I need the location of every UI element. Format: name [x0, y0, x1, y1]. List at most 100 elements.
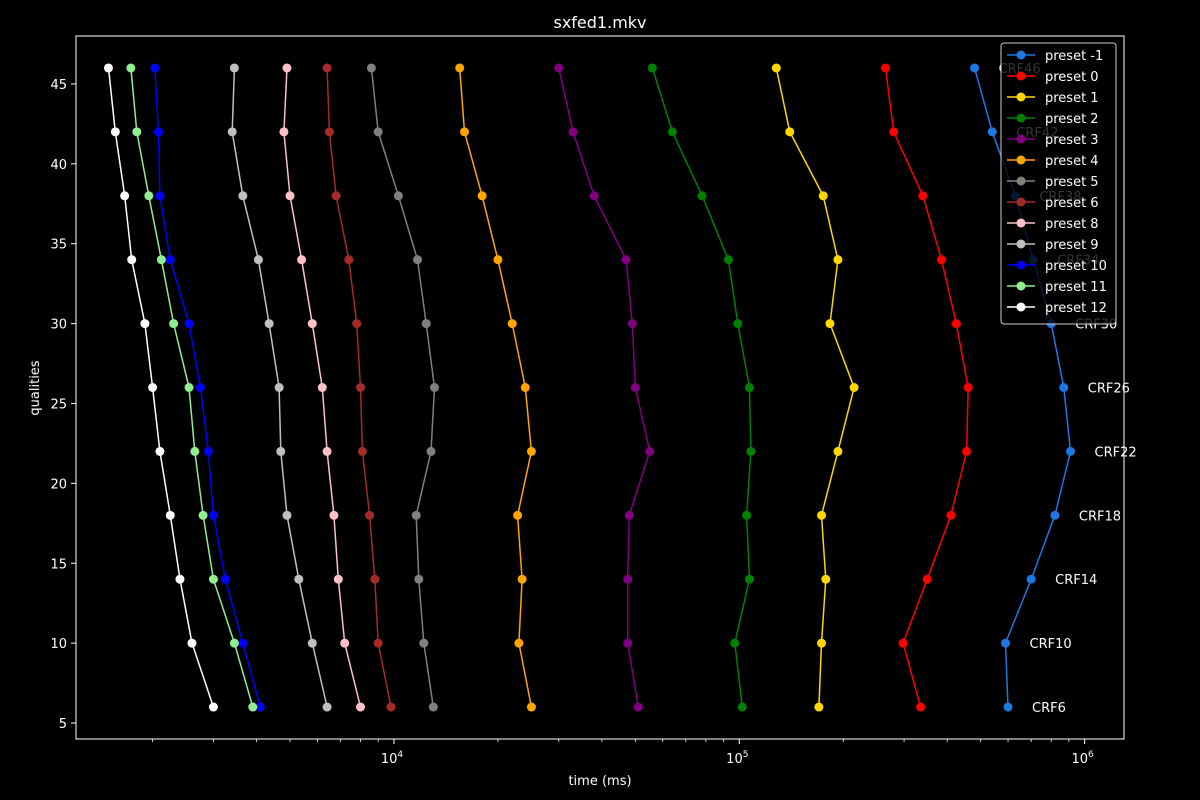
data-point-preset-11: [132, 127, 142, 137]
data-point-preset-3: [568, 127, 578, 137]
data-point-preset-11: [126, 63, 136, 73]
data-point-preset-9: [238, 191, 248, 201]
legend-label: preset 8: [1045, 217, 1099, 232]
data-point-preset-0: [962, 446, 972, 456]
y-tick-label: 40: [50, 158, 67, 173]
data-point-preset-12: [175, 574, 185, 584]
data-point-preset-4: [477, 191, 487, 201]
data-point-preset-11: [144, 191, 154, 201]
data-point-preset-0: [918, 191, 928, 201]
data-point-preset-8: [285, 191, 295, 201]
data-point-preset-0: [889, 127, 899, 137]
legend-label: preset 6: [1045, 196, 1099, 211]
data-point-preset-9: [307, 638, 317, 648]
data-point-preset-2: [742, 510, 752, 520]
legend-label: preset 5: [1045, 175, 1099, 190]
legend-marker: [1016, 155, 1026, 165]
y-tick-label: 10: [50, 637, 67, 652]
legend: preset -1 preset 0 preset 1 preset 2 preset …: [1000, 42, 1117, 325]
y-tick-label: 5: [59, 717, 67, 732]
data-point-preset-3: [627, 319, 637, 329]
data-point-preset-4: [514, 638, 524, 648]
data-point-preset-1: [785, 127, 795, 137]
data-point-preset-3: [630, 383, 640, 392]
data-point-preset-3: [623, 638, 633, 648]
data-point-preset-5: [366, 63, 376, 73]
data-point-preset-12: [110, 127, 120, 137]
data-point-preset-0: [880, 63, 890, 73]
data-point-preset-9: [294, 574, 304, 584]
data-point-preset-8: [333, 574, 343, 584]
data-point-preset-11: [190, 446, 200, 456]
legend-label: preset 3: [1045, 133, 1099, 148]
data-point-preset-0: [916, 702, 926, 712]
y-tick-label: 45: [50, 78, 67, 93]
data-point-preset-11: [169, 319, 179, 329]
y-tick-label: 15: [50, 557, 67, 572]
data-point-preset-10: [238, 638, 248, 648]
data-point-preset-1: [818, 191, 828, 201]
data-point-preset-9: [322, 702, 332, 712]
data-point-preset-5: [428, 702, 438, 712]
data-point-preset-1: [821, 574, 831, 584]
data-point-preset-0: [898, 638, 908, 648]
data-point-preset-3: [589, 191, 599, 201]
legend-marker: [1016, 260, 1026, 270]
data-point-preset-0: [963, 383, 973, 392]
data-point-preset-12: [165, 510, 175, 520]
legend-label: preset 11: [1045, 280, 1107, 295]
data-point-preset-10: [150, 63, 160, 73]
data-point-preset-5: [426, 446, 436, 456]
data-point-preset-4: [526, 702, 536, 712]
data-point-preset-12: [103, 63, 113, 73]
chart-title: sxfed1.mkv: [553, 13, 646, 32]
data-point-preset-10: [195, 383, 205, 392]
data-point-preset--1: [1050, 510, 1060, 520]
data-point-preset-8: [317, 383, 327, 392]
legend-marker: [1016, 281, 1026, 291]
data-point-preset-10: [165, 255, 175, 265]
y-tick-label: 20: [50, 477, 67, 492]
data-point-preset-5: [411, 510, 421, 520]
legend-box: [1000, 42, 1117, 325]
data-point-preset-11: [184, 383, 194, 392]
data-point-preset-6: [322, 63, 332, 73]
legend-marker: [1016, 239, 1026, 249]
data-point-preset-6: [344, 255, 354, 265]
point-label-crf18: CRF18: [1079, 509, 1121, 524]
legend-marker: [1016, 176, 1026, 186]
data-point-preset-4: [513, 510, 523, 520]
data-point-preset-1: [814, 702, 824, 712]
data-point-preset-12: [127, 255, 137, 265]
data-point-preset-5: [373, 127, 383, 137]
data-point-preset-5: [393, 191, 403, 201]
data-point-preset-10: [153, 127, 163, 137]
data-point-preset-6: [365, 510, 375, 520]
data-point-preset-10: [255, 702, 265, 712]
data-point-preset-11: [229, 638, 239, 648]
data-point-preset-11: [248, 702, 258, 712]
data-point-preset-5: [414, 574, 424, 584]
data-point-preset-10: [184, 319, 194, 329]
legend-label: preset 0: [1045, 70, 1099, 85]
data-point-preset-3: [645, 446, 655, 456]
data-point-preset-10: [203, 446, 213, 456]
data-point-preset-2: [744, 574, 754, 584]
data-point-preset-6: [373, 638, 383, 648]
data-point-preset--1: [1066, 446, 1076, 456]
data-point-preset-12: [208, 702, 218, 712]
data-point-preset-1: [817, 510, 827, 520]
data-point-preset-2: [723, 255, 733, 265]
data-point-preset-8: [307, 319, 317, 329]
y-tick-label: 25: [50, 397, 67, 412]
data-point-preset-1: [833, 255, 843, 265]
data-point-preset-6: [386, 702, 396, 712]
data-point-preset-0: [946, 510, 956, 520]
legend-label: preset 10: [1045, 259, 1107, 274]
data-point-preset-12: [148, 383, 158, 392]
data-point-preset-2: [697, 191, 707, 201]
data-point-preset-9: [264, 319, 274, 329]
data-point-preset-9: [276, 446, 286, 456]
legend-marker: [1016, 92, 1026, 102]
